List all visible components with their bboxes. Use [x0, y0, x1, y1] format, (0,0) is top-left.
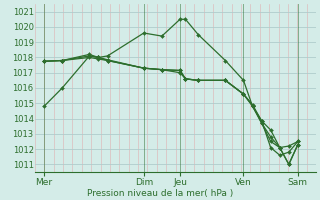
Text: Pression niveau de la mer( hPa ): Pression niveau de la mer( hPa )	[87, 189, 233, 198]
